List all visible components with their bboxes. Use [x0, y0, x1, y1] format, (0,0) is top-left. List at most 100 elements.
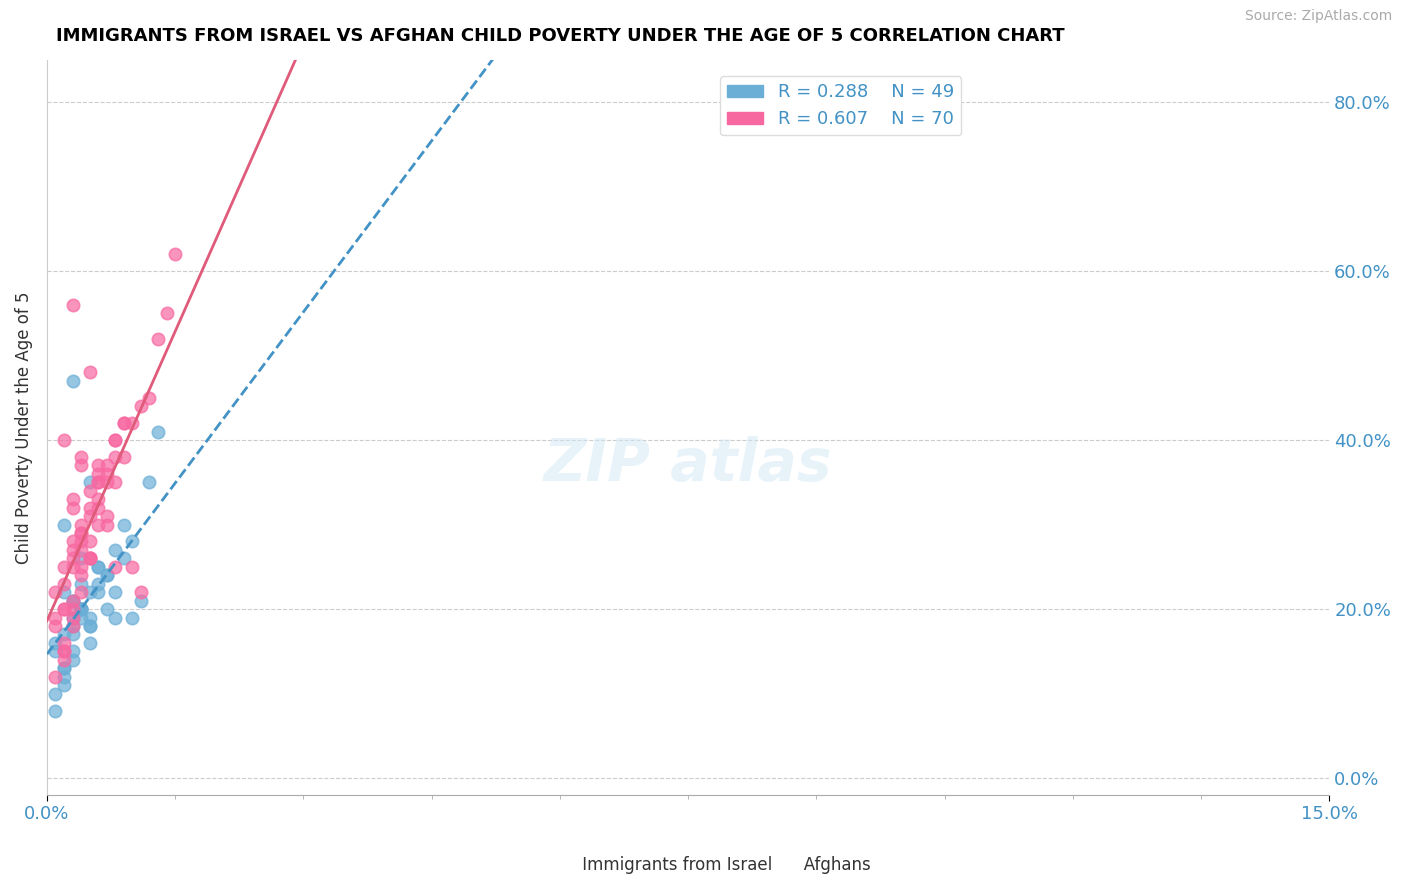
Point [44, 619, 66, 633]
Point [62, 610, 84, 624]
Point [79, 619, 101, 633]
Point [53, 661, 76, 675]
Point [53, 602, 76, 616]
Point [53, 644, 76, 658]
Point [53, 653, 76, 667]
Point [62, 559, 84, 574]
Point [79, 534, 101, 549]
Point [44, 585, 66, 599]
Point [96, 458, 118, 473]
Point [104, 610, 127, 624]
Point [70, 517, 93, 532]
Point [70, 542, 93, 557]
Point [138, 391, 160, 405]
Point [79, 585, 101, 599]
Point [53, 602, 76, 616]
Point [70, 585, 93, 599]
Point [112, 416, 135, 430]
Point [121, 559, 143, 574]
Point [121, 416, 143, 430]
Point [70, 526, 93, 541]
Point [62, 602, 84, 616]
Point [138, 475, 160, 490]
Point [62, 593, 84, 607]
Point [79, 551, 101, 566]
Point [79, 619, 101, 633]
Point [79, 551, 101, 566]
Point [53, 559, 76, 574]
Point [70, 602, 93, 616]
Point [62, 593, 84, 607]
Point [87, 517, 110, 532]
Text: Immigrants from Israel      Afghans: Immigrants from Israel Afghans [536, 856, 870, 874]
Point [96, 568, 118, 582]
Legend: R = 0.288    N = 49, R = 0.607    N = 70: R = 0.288 N = 49, R = 0.607 N = 70 [720, 76, 962, 136]
Point [87, 467, 110, 481]
Point [44, 610, 66, 624]
Text: ZIP atlas: ZIP atlas [544, 435, 832, 492]
Point [70, 602, 93, 616]
Point [112, 517, 135, 532]
Point [96, 467, 118, 481]
Point [62, 653, 84, 667]
Point [79, 365, 101, 379]
Point [70, 610, 93, 624]
Point [62, 298, 84, 312]
Point [62, 593, 84, 607]
Point [79, 636, 101, 650]
Point [121, 610, 143, 624]
Point [62, 619, 84, 633]
Text: IMMIGRANTS FROM ISRAEL VS AFGHAN CHILD POVERTY UNDER THE AGE OF 5 CORRELATION CH: IMMIGRANTS FROM ISRAEL VS AFGHAN CHILD P… [56, 27, 1064, 45]
Point [87, 559, 110, 574]
Point [87, 500, 110, 515]
Point [87, 458, 110, 473]
Point [96, 517, 118, 532]
Point [53, 517, 76, 532]
Point [70, 526, 93, 541]
Point [104, 433, 127, 447]
Point [129, 399, 152, 413]
Point [44, 670, 66, 684]
Point [112, 450, 135, 464]
Point [53, 627, 76, 641]
Point [53, 433, 76, 447]
Point [87, 559, 110, 574]
Point [87, 492, 110, 507]
Point [53, 661, 76, 675]
Point [62, 534, 84, 549]
Point [96, 602, 118, 616]
Point [87, 576, 110, 591]
Point [129, 593, 152, 607]
Text: Source: ZipAtlas.com: Source: ZipAtlas.com [1244, 9, 1392, 23]
Point [104, 585, 127, 599]
Point [62, 627, 84, 641]
Point [70, 602, 93, 616]
Point [96, 568, 118, 582]
Point [104, 542, 127, 557]
Point [79, 509, 101, 524]
Point [70, 559, 93, 574]
Point [44, 687, 66, 701]
Point [70, 576, 93, 591]
Point [79, 610, 101, 624]
Point [87, 585, 110, 599]
Point [62, 610, 84, 624]
Point [165, 247, 187, 261]
Point [53, 576, 76, 591]
Y-axis label: Child Poverty Under the Age of 5: Child Poverty Under the Age of 5 [15, 291, 32, 564]
Point [53, 670, 76, 684]
Point [53, 636, 76, 650]
Point [79, 475, 101, 490]
Point [104, 559, 127, 574]
Point [70, 450, 93, 464]
Point [62, 542, 84, 557]
Point [146, 332, 169, 346]
Point [62, 500, 84, 515]
Point [87, 475, 110, 490]
Point [70, 568, 93, 582]
Point [70, 458, 93, 473]
Point [62, 619, 84, 633]
Point [53, 678, 76, 692]
Point [104, 433, 127, 447]
Point [104, 450, 127, 464]
